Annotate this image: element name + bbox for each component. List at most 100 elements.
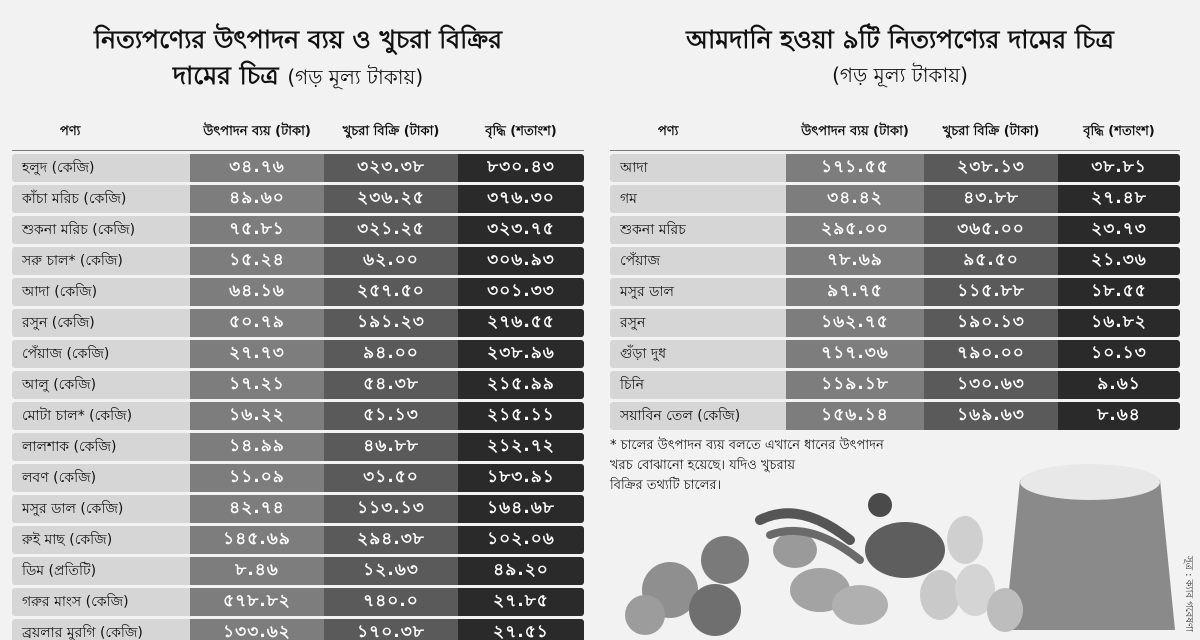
table-row: রসুন (কেজি) ৫০.৭৯ ১৯১.২৩ ২৭৬.৫৫ <box>12 309 584 337</box>
production-cost: ২৭.৭৩ <box>190 340 324 368</box>
retail-price: ২৩৮.১৩ <box>924 154 1058 182</box>
product-name: কাঁচা মরিচ (কেজি) <box>12 185 190 213</box>
retail-price: ৩৬৫.০০ <box>924 216 1058 244</box>
increase-percent: ২৭.৪৮ <box>1058 185 1180 213</box>
table-row: পেঁয়াজ ৭৮.৬৯ ৯৫.৫০ ২১.৩৬ <box>610 247 1180 275</box>
increase-percent: ২৩৮.৯৬ <box>458 340 584 368</box>
production-cost: ৪২.৭৪ <box>190 495 324 523</box>
table-row: মসুর ডাল (কেজি) ৪২.৭৪ ১১৩.১৩ ১৬৪.৬৮ <box>12 495 584 523</box>
product-name: শুকনা মরিচ (কেজি) <box>12 216 190 244</box>
retail-price: ১৬৯.৬৩ <box>924 402 1058 430</box>
increase-percent: ২৭.৫১ <box>458 619 584 640</box>
table-row: হলুদ (কেজি) ৩৪.৭৬ ৩২৩.৩৮ ৮৩০.৪৩ <box>12 154 584 182</box>
increase-percent: ৩৭৬.৩০ <box>458 185 584 213</box>
header-product: পণ্য <box>12 115 190 151</box>
increase-percent: ২৭.৮৫ <box>458 588 584 616</box>
table-row: আদা ১৭১.৫৫ ২৩৮.১৩ ৩৮.৮১ <box>610 154 1180 182</box>
left-title-block: নিত্যপণ্যের উৎপাদন ব্যয় ও খুচরা বিক্রির… <box>12 22 584 95</box>
production-cost: ১৭.২১ <box>190 371 324 399</box>
retail-price: ৩২১.২৫ <box>324 216 458 244</box>
produce-illustration <box>625 464 1175 636</box>
header-production-cost: উৎপাদন ব্যয় (টাকা) <box>190 115 324 151</box>
retail-price: ১১৩.১৩ <box>324 495 458 523</box>
chili-icon <box>755 508 855 545</box>
production-cost: ১৬.২২ <box>190 402 324 430</box>
production-cost: ১৭১.৫৫ <box>786 154 924 182</box>
rice-sack-icon <box>1005 465 1175 630</box>
product-name: হলুদ (কেজি) <box>12 154 190 182</box>
product-name: মোটা চাল* (কেজি) <box>12 402 190 430</box>
right-table-header: পণ্য উৎপাদন ব্যয় (টাকা) খুচরা বিক্রি (ট… <box>610 115 1180 151</box>
increase-percent: ৪৯.২০ <box>458 557 584 585</box>
right-table-body: আদা ১৭১.৫৫ ২৩৮.১৩ ৩৮.৮১ গম ৩৪.৪২ ৪৩.৮৮ ২৭.৪৮ শুক… <box>610 154 1180 430</box>
retail-price: ৭৯০.০০ <box>924 340 1058 368</box>
table-row: কাঁচা মরিচ (কেজি) ৪৯.৬০ ২৩৬.২৫ ৩৭৬.৩০ <box>12 185 584 213</box>
retail-price: ১৭০.৩৮ <box>324 619 458 640</box>
left-title-line1: নিত্যপণ্যের উৎপাদন ব্যয় ও খুচরা বিক্রির <box>94 25 502 54</box>
table-row: ডিম (প্রতিটি) ৮.৪৬ ১২.৬৩ ৪৯.২০ <box>12 557 584 585</box>
production-cost: ১৪.৯৯ <box>190 433 324 461</box>
right-price-table: পণ্য উৎপাদন ব্যয় (টাকা) খুচরা বিক্রি (ট… <box>610 112 1180 433</box>
table-row: রুই মাছ (কেজি) ১৪৫.৬৯ ২৯৪.৩৮ ১০২.০৬ <box>12 526 584 554</box>
footnote-line3: বিক্রির তথ্যটি চালের। <box>610 478 722 493</box>
increase-percent: ৩০৬.৯৩ <box>458 247 584 275</box>
product-name: সয়াবিন তেল (কেজি) <box>610 402 786 430</box>
header-product: পণ্য <box>610 115 786 151</box>
retail-price: ৪৩.৮৮ <box>924 185 1058 213</box>
product-name: আদা <box>610 154 786 182</box>
production-cost: ৪৯.৬০ <box>190 185 324 213</box>
increase-percent: ৮.৬৪ <box>1058 402 1180 430</box>
header-increase: বৃদ্ধি (শতাংশ) <box>458 115 584 151</box>
increase-percent: ৩০১.৩৩ <box>458 278 584 306</box>
left-title-text: দামের চিত্র <box>172 61 279 90</box>
retail-price: ১৯১.২৩ <box>324 309 458 337</box>
increase-percent: ২৭৬.৫৫ <box>458 309 584 337</box>
chicken-icon <box>865 522 945 578</box>
increase-percent: ৩২৩.৭৫ <box>458 216 584 244</box>
production-cost: ৭১৭.৩৬ <box>786 340 924 368</box>
retail-price: ২৫৭.৫০ <box>324 278 458 306</box>
production-cost: ১১.০৯ <box>190 464 324 492</box>
product-name: গরুর মাংস (কেজি) <box>12 588 190 616</box>
increase-percent: ১০২.০৬ <box>458 526 584 554</box>
table-row: সয়াবিন তেল (কেজি) ১৫৬.১৪ ১৬৯.৬৩ ৮.৬৪ <box>610 402 1180 430</box>
retail-price: ১২.৬৩ <box>324 557 458 585</box>
footnote-line1: * চালের উৎপাদন ব্যয় বলতে এখানে ধানের উৎ… <box>610 438 884 453</box>
table-row: শুকনা মরিচ (কেজি) ৭৫.৮১ ৩২১.২৫ ৩২৩.৭৫ <box>12 216 584 244</box>
product-name: ব্রয়লার মুরগি (কেজি) <box>12 619 190 640</box>
retail-price: ২৩৬.২৫ <box>324 185 458 213</box>
header-retail-price: খুচরা বিক্রি (টাকা) <box>924 115 1058 151</box>
product-name: চিনি <box>610 371 786 399</box>
increase-percent: ৮৩০.৪৩ <box>458 154 584 182</box>
increase-percent: ২৩.৭৩ <box>1058 216 1180 244</box>
retail-price: ২৯৪.৩৮ <box>324 526 458 554</box>
retail-price: ৫৪.৩৮ <box>324 371 458 399</box>
retail-price: ৭৪০.০ <box>324 588 458 616</box>
production-cost: ৩৪.৭৬ <box>190 154 324 182</box>
product-name: লবণ (কেজি) <box>12 464 190 492</box>
retail-price: ১৩০.৬৩ <box>924 371 1058 399</box>
retail-price: ৬২.০০ <box>324 247 458 275</box>
right-title-block: আমদানি হওয়া ৯টি নিত্যপণ্যের দামের চিত্র… <box>610 22 1190 92</box>
retail-price: ৫১.১৩ <box>324 402 458 430</box>
table-row: আদা (কেজি) ৬৪.১৬ ২৫৭.৫০ ৩০১.৩৩ <box>12 278 584 306</box>
production-cost: ১৩৩.৬২ <box>190 619 324 640</box>
increase-percent: ১৬.৮২ <box>1058 309 1180 337</box>
table-row: লালশাক (কেজি) ১৪.৯৯ ৪৬.৮৮ ২১২.৭২ <box>12 433 584 461</box>
left-table-body: হলুদ (কেজি) ৩৪.৭৬ ৩২৩.৩৮ ৮৩০.৪৩ কাঁচা মরিচ (… <box>12 154 584 640</box>
product-name: আদা (কেজি) <box>12 278 190 306</box>
increase-percent: ২১৫.৯৯ <box>458 371 584 399</box>
product-name: রসুন (কেজি) <box>12 309 190 337</box>
production-cost: ৭৮.৬৯ <box>786 247 924 275</box>
retail-price: ১১৫.৮৮ <box>924 278 1058 306</box>
increase-percent: ২১.৩৬ <box>1058 247 1180 275</box>
retail-price: ৯৪.০০ <box>324 340 458 368</box>
increase-percent: ২১৫.১১ <box>458 402 584 430</box>
product-name: সরু চাল* (কেজি) <box>12 247 190 275</box>
header-production-cost: উৎপাদন ব্যয় (টাকা) <box>786 115 924 151</box>
left-price-table: পণ্য উৎপাদন ব্যয় (টাকা) খুচরা বিক্রি (ট… <box>12 112 584 640</box>
increase-percent: ১৮.৫৫ <box>1058 278 1180 306</box>
production-cost: ১১৯.১৮ <box>786 371 924 399</box>
increase-percent: ৯.৬১ <box>1058 371 1180 399</box>
product-name: রসুন <box>610 309 786 337</box>
